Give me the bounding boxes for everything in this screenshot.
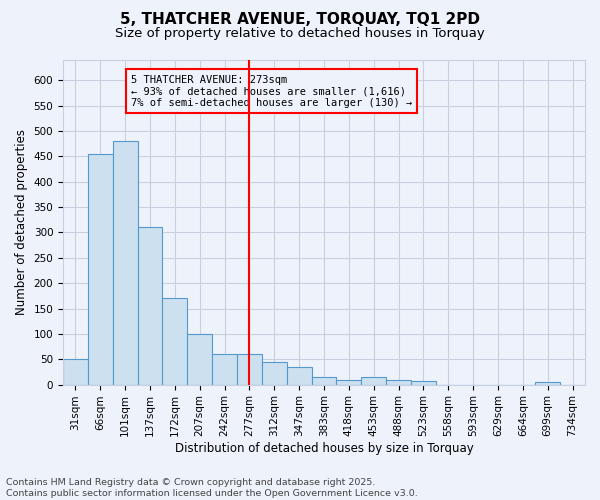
Bar — [212, 354, 237, 384]
X-axis label: Distribution of detached houses by size in Torquay: Distribution of detached houses by size … — [175, 442, 473, 455]
Bar — [411, 380, 436, 384]
Bar — [361, 377, 386, 384]
Bar — [535, 382, 560, 384]
Bar — [237, 354, 262, 384]
Text: Size of property relative to detached houses in Torquay: Size of property relative to detached ho… — [115, 28, 485, 40]
Bar — [386, 380, 411, 384]
Y-axis label: Number of detached properties: Number of detached properties — [15, 130, 28, 316]
Bar — [137, 228, 163, 384]
Bar — [262, 362, 287, 384]
Text: Contains HM Land Registry data © Crown copyright and database right 2025.
Contai: Contains HM Land Registry data © Crown c… — [6, 478, 418, 498]
Text: 5 THATCHER AVENUE: 273sqm
← 93% of detached houses are smaller (1,616)
7% of sem: 5 THATCHER AVENUE: 273sqm ← 93% of detac… — [131, 74, 412, 108]
Bar — [88, 154, 113, 384]
Bar — [63, 359, 88, 384]
Bar — [187, 334, 212, 384]
Bar — [113, 141, 137, 384]
Bar — [337, 380, 361, 384]
Text: 5, THATCHER AVENUE, TORQUAY, TQ1 2PD: 5, THATCHER AVENUE, TORQUAY, TQ1 2PD — [120, 12, 480, 28]
Bar — [163, 298, 187, 384]
Bar — [287, 367, 311, 384]
Bar — [311, 377, 337, 384]
